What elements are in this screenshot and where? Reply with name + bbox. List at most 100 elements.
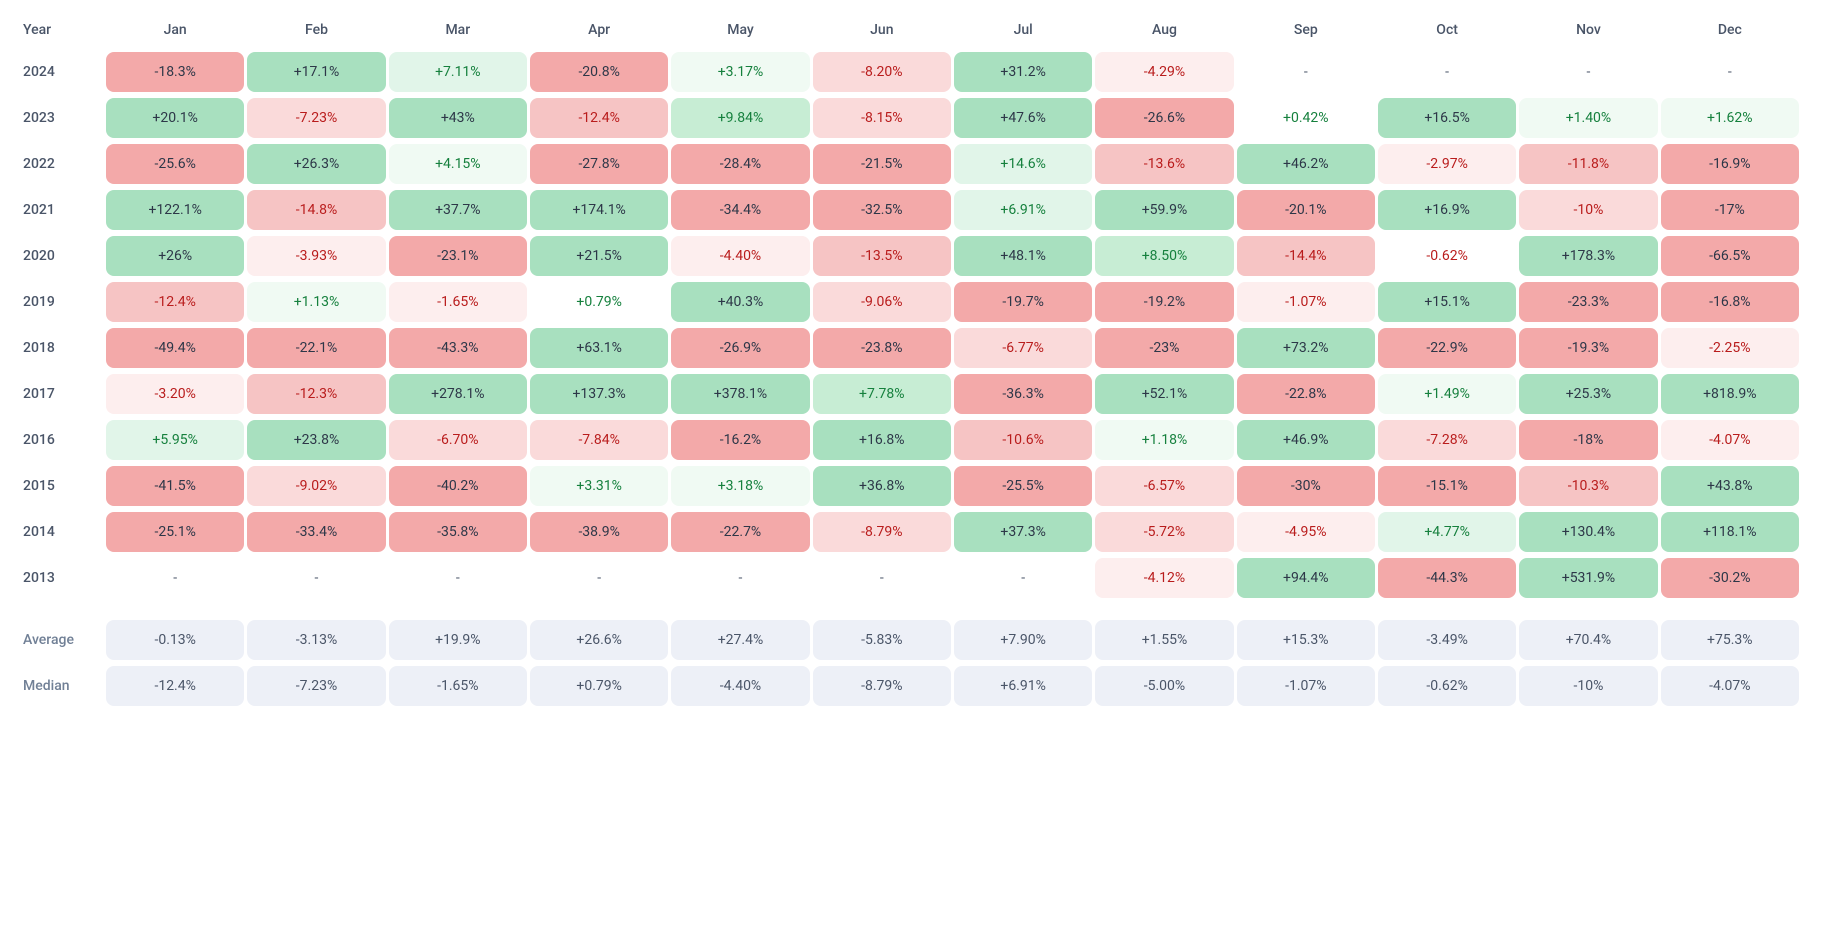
cell-value: -3.93%: [296, 248, 337, 264]
heatmap-cell: -25.6%: [106, 144, 244, 184]
value-cell: -12.4%: [106, 282, 244, 322]
value-cell: -8.79%: [813, 512, 951, 552]
value-cell: +26.3%: [247, 144, 385, 184]
heatmap-cell: +36.8%: [813, 466, 951, 506]
empty-cell: -: [813, 558, 951, 598]
heatmap-cell: -7.23%: [247, 98, 385, 138]
value-cell: -5.72%: [1095, 512, 1233, 552]
monthly-returns-heatmap: YearJanFebMarAprMayJunJulAugSepOctNovDec…: [20, 16, 1802, 712]
year-label: 2014: [23, 512, 103, 552]
cell-value: +1.49%: [1424, 386, 1470, 402]
value-cell: -16.9%: [1661, 144, 1799, 184]
value-cell: +15.1%: [1378, 282, 1516, 322]
stat-value: -7.23%: [247, 666, 385, 706]
value-cell: +0.79%: [530, 282, 668, 322]
value-cell: -25.5%: [954, 466, 1092, 506]
value-cell: +16.9%: [1378, 190, 1516, 230]
cell-value: -7.28%: [1426, 432, 1467, 448]
empty-cell: -: [389, 558, 527, 598]
cell-value: -30%: [1291, 478, 1321, 494]
heatmap-cell: -38.9%: [530, 512, 668, 552]
stat-value: -12.4%: [106, 666, 244, 706]
heatmap-cell: -36.3%: [954, 374, 1092, 414]
heatmap-cell: +1.62%: [1661, 98, 1799, 138]
table-row: 2014-25.1%-33.4%-35.8%-38.9%-22.7%-8.79%…: [23, 512, 1799, 552]
cell-value: -26.9%: [720, 340, 761, 356]
heatmap-cell: -1.07%: [1237, 282, 1375, 322]
stat-cell: +70.4%: [1519, 620, 1657, 660]
heatmap-cell: -: [530, 558, 668, 598]
value-cell: +37.7%: [389, 190, 527, 230]
value-cell: +8.50%: [1095, 236, 1233, 276]
heatmap-cell: -: [813, 558, 951, 598]
heatmap-cell: -26.6%: [1095, 98, 1233, 138]
value-cell: +137.3%: [530, 374, 668, 414]
empty-cell: -: [530, 558, 668, 598]
column-header-month: Aug: [1095, 22, 1233, 46]
value-cell: -43.3%: [389, 328, 527, 368]
column-header-month: Apr: [530, 22, 668, 46]
cell-value: -66.5%: [1709, 248, 1750, 264]
cell-value: -13.5%: [861, 248, 902, 264]
cell-value: +4.15%: [435, 156, 481, 172]
stat-cell: -4.07%: [1661, 666, 1799, 706]
column-header-month: Feb: [247, 22, 385, 46]
value-cell: +3.17%: [671, 52, 809, 92]
cell-value: -22.9%: [1426, 340, 1467, 356]
heatmap-cell: -35.8%: [389, 512, 527, 552]
heatmap-cell: +3.31%: [530, 466, 668, 506]
cell-value: +8.50%: [1142, 248, 1188, 264]
stat-value: -10%: [1519, 666, 1657, 706]
cell-value: -23.1%: [437, 248, 478, 264]
heatmap-cell: +378.1%: [671, 374, 809, 414]
heatmap-cell: -15.1%: [1378, 466, 1516, 506]
cell-value: -7.84%: [578, 432, 619, 448]
cell-value: -10%: [1574, 202, 1604, 218]
value-cell: -66.5%: [1661, 236, 1799, 276]
cell-value: -6.70%: [437, 432, 478, 448]
cell-value: -41.5%: [154, 478, 195, 494]
year-label: 2024: [23, 52, 103, 92]
value-cell: -44.3%: [1378, 558, 1516, 598]
value-cell: +21.5%: [530, 236, 668, 276]
heatmap-cell: -12.3%: [247, 374, 385, 414]
cell-value: -20.1%: [1285, 202, 1326, 218]
stat-label: Average: [23, 620, 103, 660]
heatmap-cell: +37.7%: [389, 190, 527, 230]
heatmap-cell: +26.3%: [247, 144, 385, 184]
table-row: 2018-49.4%-22.1%-43.3%+63.1%-26.9%-23.8%…: [23, 328, 1799, 368]
value-cell: +7.11%: [389, 52, 527, 92]
value-cell: +23.8%: [247, 420, 385, 460]
heatmap-cell: +46.9%: [1237, 420, 1375, 460]
value-cell: -22.8%: [1237, 374, 1375, 414]
value-cell: +6.91%: [954, 190, 1092, 230]
heatmap-cell: +9.84%: [671, 98, 809, 138]
value-cell: +0.42%: [1237, 98, 1375, 138]
cell-value: -49.4%: [154, 340, 195, 356]
value-cell: -26.9%: [671, 328, 809, 368]
stat-value: -1.07%: [1237, 666, 1375, 706]
cell-value: -4.40%: [720, 248, 761, 264]
value-cell: +1.62%: [1661, 98, 1799, 138]
heatmap-cell: -25.1%: [106, 512, 244, 552]
year-label: 2016: [23, 420, 103, 460]
stat-cell: +75.3%: [1661, 620, 1799, 660]
cell-value: -6.77%: [1002, 340, 1043, 356]
value-cell: -10%: [1519, 190, 1657, 230]
heatmap-cell: -21.5%: [813, 144, 951, 184]
cell-value: -0.62%: [1426, 248, 1467, 264]
cell-value: +0.79%: [576, 294, 622, 310]
heatmap-cell: -23.3%: [1519, 282, 1657, 322]
heatmap-cell: +23.8%: [247, 420, 385, 460]
stat-value: -4.07%: [1661, 666, 1799, 706]
cell-value: +178.3%: [1562, 248, 1615, 264]
stat-value: -8.79%: [813, 666, 951, 706]
heatmap-cell: +122.1%: [106, 190, 244, 230]
heatmap-cell: +818.9%: [1661, 374, 1799, 414]
cell-value: +43%: [441, 110, 475, 126]
heatmap-cell: -1.65%: [389, 282, 527, 322]
column-header-month: Nov: [1519, 22, 1657, 46]
cell-value: -13.6%: [1144, 156, 1185, 172]
value-cell: +46.2%: [1237, 144, 1375, 184]
stat-cell: -3.49%: [1378, 620, 1516, 660]
